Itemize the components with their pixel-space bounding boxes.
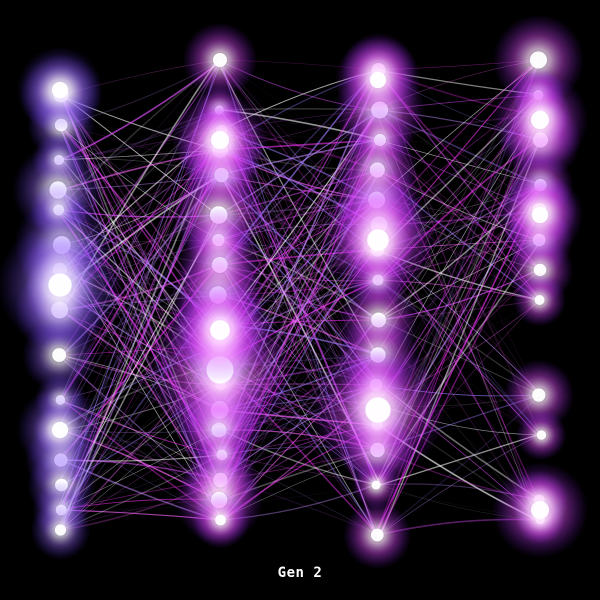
node-core: [51, 421, 69, 439]
neuron-node: [30, 500, 91, 560]
connection-edges: [56, 59, 544, 536]
neuron-node: [496, 171, 584, 259]
generation-label: Gen 2: [277, 565, 323, 581]
neuron-node: [182, 22, 258, 98]
node-core: [531, 501, 549, 519]
node-core: [369, 71, 387, 89]
neuron-nodes: [0, 14, 588, 570]
neuron-node: [503, 359, 575, 431]
node-core: [365, 397, 391, 423]
node-core: [536, 430, 547, 440]
node-core: [211, 131, 229, 149]
node-core: [367, 229, 389, 251]
node-core: [370, 528, 384, 542]
node-core: [215, 514, 226, 526]
node-core: [54, 524, 67, 536]
node-core: [531, 206, 549, 224]
neuron-node: [0, 222, 123, 348]
node-core: [531, 111, 549, 129]
neuron-node: [16, 46, 104, 134]
neuron-node: [516, 409, 567, 461]
node-core: [52, 348, 67, 362]
node-core: [529, 51, 547, 69]
neuron-node: [172, 92, 268, 188]
neuron-node: [343, 500, 412, 570]
node-core: [371, 480, 381, 490]
neuron-node: [492, 72, 588, 168]
neuron-node: [492, 462, 588, 558]
node-core: [532, 388, 546, 402]
node-core: [51, 81, 69, 99]
neuron-node: [16, 386, 104, 474]
neuron-node: [191, 491, 250, 549]
neuron-node: [310, 342, 446, 478]
neuron-node: [334, 36, 422, 124]
node-core: [48, 273, 72, 297]
neuron-node: [513, 273, 567, 327]
node-core: [210, 320, 230, 340]
neuron-node: [320, 182, 436, 298]
neuron-node: [167, 277, 273, 383]
node-core: [212, 53, 227, 67]
node-core: [534, 295, 545, 305]
node-core: [533, 263, 547, 277]
